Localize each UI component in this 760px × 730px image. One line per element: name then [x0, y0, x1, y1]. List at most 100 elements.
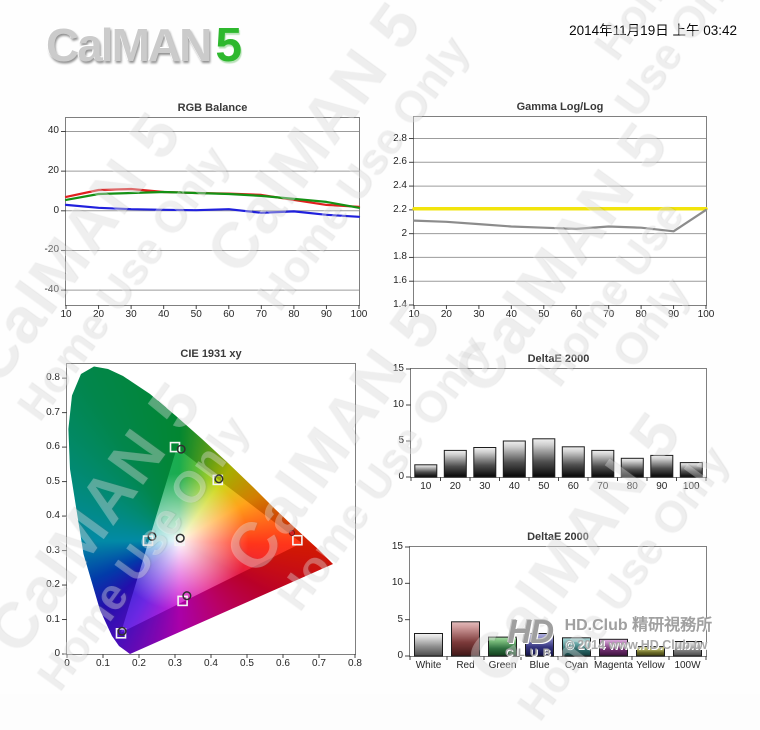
bar-20	[443, 449, 467, 478]
tick-label: 15	[392, 363, 404, 374]
tick-label: 40	[47, 125, 59, 137]
tick-label: 0.2	[46, 579, 60, 591]
rgb_balance-series-green	[64, 190, 361, 209]
deltaE_grayscale-svg	[406, 368, 707, 481]
calman-logo: CalMAN 5	[46, 18, 242, 73]
tick-label: 0	[53, 204, 59, 216]
tick-label: -20	[44, 244, 59, 256]
tick-label: 40	[158, 309, 170, 320]
tick-label: 0	[54, 648, 60, 659]
bar-90	[650, 454, 674, 478]
bar-Magenta	[599, 638, 628, 657]
tick-label: 20	[440, 309, 452, 320]
bar-Green	[488, 636, 517, 657]
tick-label: 100W	[674, 660, 701, 671]
tick-label: 0.1	[46, 613, 60, 625]
cie-svg	[62, 366, 356, 658]
measured-marker-blue	[117, 626, 127, 636]
bar-Cyan	[562, 637, 591, 657]
tick-label: 1.4	[393, 299, 407, 310]
tick-label: 0.4	[204, 658, 218, 669]
tick-label: 100	[350, 309, 368, 320]
tick-label: 0.3	[168, 658, 182, 669]
tick-label: 40	[508, 481, 520, 492]
tick-label: 0.3	[46, 544, 60, 556]
tick-label: 10	[391, 577, 403, 589]
tick-label: 0	[397, 650, 403, 661]
tick-label: 15	[391, 541, 403, 552]
tick-label: 2.4	[393, 180, 407, 192]
tick-label: 0.8	[348, 658, 362, 669]
outside-gamut-shade	[68, 366, 334, 654]
bar-Blue	[525, 633, 554, 657]
cie-title: CIE 1931 xy	[180, 348, 242, 360]
tick-label: 20	[449, 481, 461, 492]
deltae-colors-title: DeltaE 2000	[527, 531, 589, 543]
tick-label: Cyan	[564, 660, 589, 671]
bar-White	[414, 633, 443, 657]
tick-label: 50	[538, 309, 550, 320]
tick-label: 90	[667, 309, 680, 320]
rgb_balance-series-red	[64, 187, 361, 208]
tick-label: 60	[567, 481, 579, 492]
tick-label: 40	[505, 309, 517, 320]
tick-label: 0.5	[240, 658, 254, 669]
target-marker-red	[292, 534, 303, 546]
rgb_balance-svg	[61, 130, 361, 309]
bar-100	[679, 462, 703, 478]
report-datetime: 2014年11月19日 上午 03:42	[569, 23, 737, 38]
tick-label: 5	[397, 613, 403, 625]
tick-label: 90	[320, 309, 332, 320]
bar-30	[473, 447, 497, 478]
tick-label: 100	[697, 309, 715, 320]
tick-label: 2.2	[393, 203, 407, 215]
bar-Red	[451, 621, 480, 657]
gamma-title: Gamma Log/Log	[516, 101, 604, 113]
tick-label: 70	[255, 309, 267, 320]
bar-60	[561, 446, 585, 478]
measured-marker-magenta	[182, 591, 192, 601]
tick-label: 0.6	[276, 658, 290, 669]
tick-label: 0.8	[46, 372, 60, 384]
tick-label: 0	[398, 471, 404, 482]
tick-label: Yellow	[636, 660, 665, 671]
bar-100W	[673, 641, 702, 657]
tick-label: 80	[626, 481, 638, 492]
tick-label: 30	[479, 481, 491, 492]
measured-marker-cyan	[147, 531, 157, 541]
rgb_balance-series-blue	[64, 203, 361, 218]
tick-label: 0.4	[46, 510, 60, 522]
bar-40	[502, 440, 526, 478]
tick-label: 10	[60, 309, 72, 320]
bar-10	[414, 464, 438, 478]
tick-label: 2.6	[393, 156, 407, 168]
bar-Yellow	[636, 646, 665, 657]
tick-label: 10	[408, 309, 420, 320]
calman-logo-5: 5	[215, 19, 243, 72]
tick-label: 90	[656, 481, 668, 492]
tick-label: 80	[288, 309, 300, 320]
calman-logo-text: CalMAN	[46, 19, 212, 71]
tick-label: 0.7	[312, 658, 326, 669]
tick-label: 2	[401, 227, 407, 239]
tick-label: White	[415, 660, 442, 671]
target-marker-white	[174, 535, 185, 546]
tick-label: 80	[635, 309, 647, 320]
tick-label: 0.5	[46, 475, 60, 487]
measured-marker-red	[288, 529, 296, 537]
tick-label: 30	[125, 309, 137, 320]
rgb-balance-chart: RGB Balance 40 20 0 -20 -40 10 20 30 40 50 60 70 80 9…	[45, 102, 368, 320]
tick-label: 1.8	[393, 251, 407, 263]
tick-label: 10	[420, 481, 432, 492]
tick-label: 60	[570, 309, 582, 320]
tick-label: 5	[398, 435, 404, 446]
measured-marker-green	[176, 444, 186, 454]
tick-label: 50	[190, 309, 202, 320]
tick-label: 50	[538, 481, 550, 492]
deltae-colors-chart: DeltaE 2000 0 5 10 15 White Red Green Blue Cyan M…	[392, 531, 707, 671]
tick-label: 0.7	[46, 406, 60, 418]
tick-label: 2.8	[393, 132, 407, 144]
measured-marker-white	[175, 533, 185, 543]
measured-marker-yellow	[214, 474, 224, 484]
